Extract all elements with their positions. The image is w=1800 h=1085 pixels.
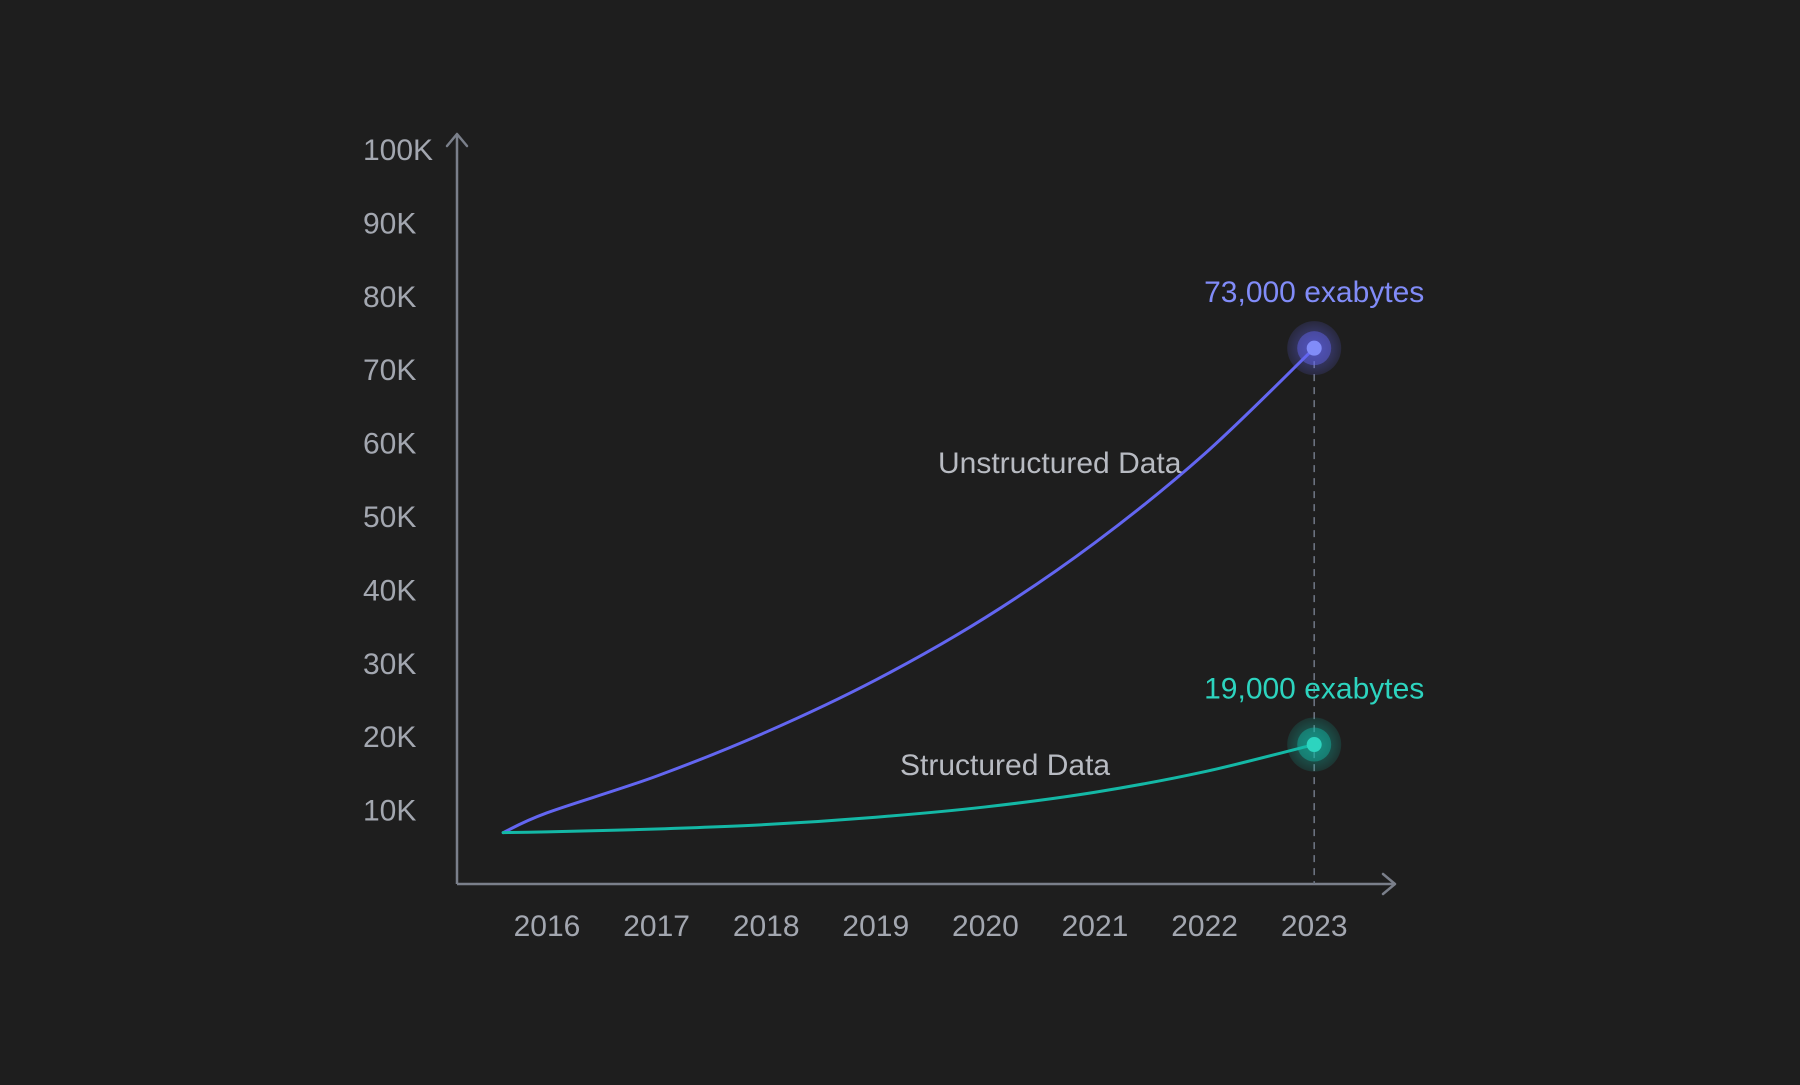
endpoint-value-label: 19,000 exabytes — [1204, 673, 1424, 706]
y-tick-label: 40K — [363, 574, 416, 607]
y-tick-label: 30K — [363, 648, 416, 681]
x-tick-label: 2023 — [1281, 910, 1348, 943]
endpoint-value-label: 73,000 exabytes — [1204, 276, 1424, 309]
endpoint-marker — [1306, 737, 1322, 753]
y-axis-arrow-icon — [445, 132, 469, 148]
y-tick-label: 70K — [363, 354, 416, 387]
y-tick-label: 80K — [363, 281, 416, 314]
series-line-structured — [501, 743, 1316, 835]
series-line-unstructured — [501, 346, 1316, 835]
endpoint-marker — [1306, 340, 1322, 356]
x-tick-label: 2019 — [842, 910, 909, 943]
y-tick-label: 10K — [363, 795, 416, 828]
x-tick-label: 2017 — [623, 910, 690, 943]
series-name-label: Structured Data — [900, 749, 1110, 782]
axes — [445, 132, 1397, 896]
x-tick-label: 2021 — [1062, 910, 1129, 943]
x-tick-label: 2020 — [952, 910, 1019, 943]
x-tick-label: 2016 — [514, 910, 581, 943]
x-axis-arrow-icon — [1381, 872, 1397, 896]
y-tick-label: 60K — [363, 428, 416, 461]
x-tick-labels: 2016 2017 2018 2019 2020 2021 2022 2023 — [514, 910, 1348, 943]
series-layer: 73,000 exabytes Unstructured Data 19,000 e… — [501, 276, 1424, 835]
y-tick-label: 90K — [363, 207, 416, 240]
y-tick-label: 20K — [363, 721, 416, 754]
y-tick-labels: 10K 20K 30K 40K 50K 60K 70K 80K 90K 100K — [363, 134, 433, 828]
x-tick-label: 2018 — [733, 910, 800, 943]
y-tick-label: 50K — [363, 501, 416, 534]
x-tick-label: 2022 — [1171, 910, 1238, 943]
y-tick-label: 100K — [363, 134, 433, 167]
series-name-label: Unstructured Data — [938, 447, 1182, 480]
